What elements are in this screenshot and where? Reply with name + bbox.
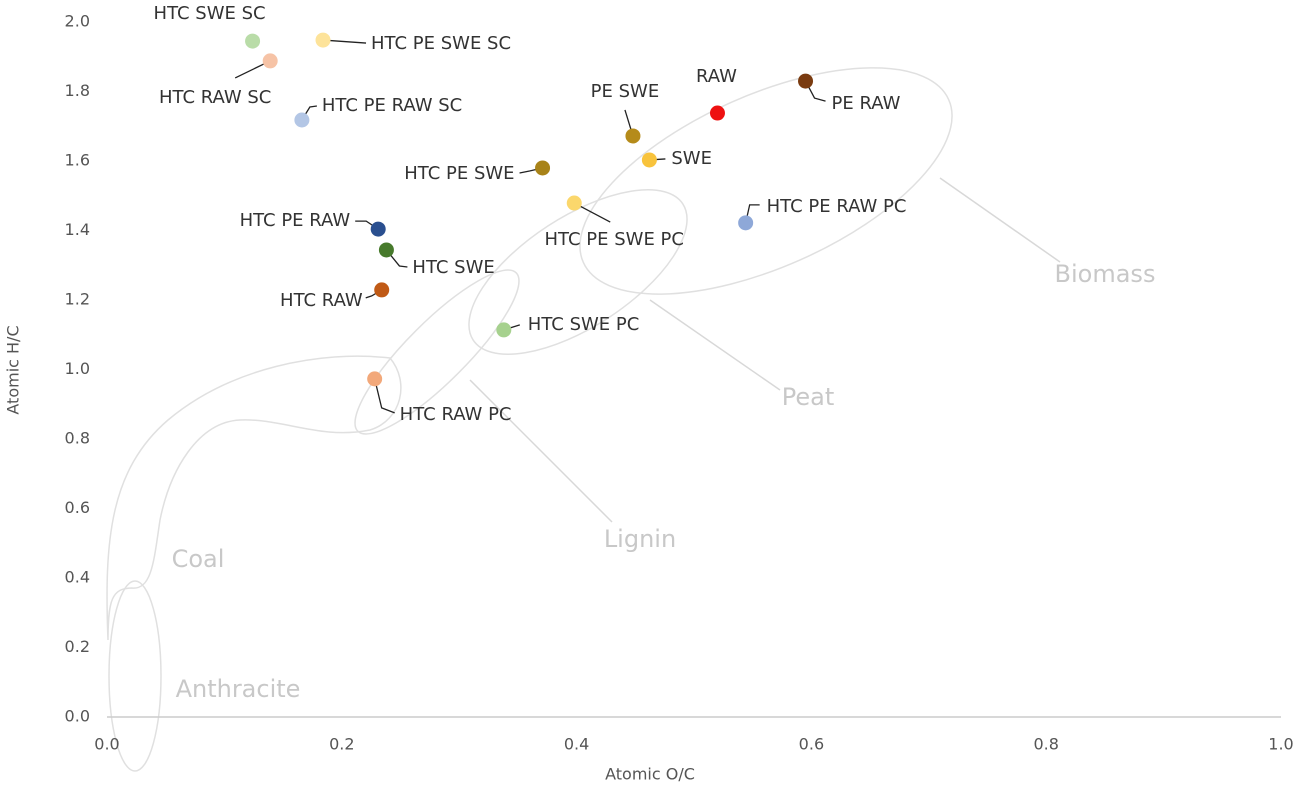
point bbox=[566, 195, 582, 211]
point-label: HTC SWE SC bbox=[154, 3, 266, 24]
point bbox=[370, 221, 386, 237]
x-tick-label: 0.0 bbox=[94, 735, 119, 754]
point bbox=[496, 322, 512, 338]
y-tick-label: 0.4 bbox=[65, 568, 90, 587]
point-label: HTC RAW SC bbox=[159, 87, 271, 108]
point bbox=[262, 53, 278, 69]
point-label: HTC RAW bbox=[280, 290, 363, 311]
y-tick-label: 0.8 bbox=[65, 429, 90, 448]
point bbox=[535, 160, 551, 176]
y-tick-label: 1.0 bbox=[65, 359, 90, 378]
point-label: HTC PE RAW bbox=[240, 210, 351, 231]
y-tick-label: 0.6 bbox=[65, 498, 90, 517]
region-leader bbox=[469, 379, 613, 523]
biomass-region bbox=[579, 67, 953, 295]
point-label: PE SWE bbox=[591, 81, 660, 102]
y-tick-label: 2.0 bbox=[65, 12, 90, 31]
point bbox=[625, 128, 641, 144]
point-label: HTC RAW PC bbox=[400, 404, 512, 425]
y-tick-label: 1.8 bbox=[65, 81, 90, 100]
point-label: RAW bbox=[696, 66, 737, 87]
region-label: Coal bbox=[172, 545, 225, 573]
point-label: HTC PE SWE PC bbox=[545, 229, 684, 250]
y-tick-label: 1.2 bbox=[65, 290, 90, 309]
y-tick-label: 0.0 bbox=[65, 707, 90, 726]
point bbox=[245, 33, 261, 49]
point bbox=[738, 215, 754, 231]
point-label: PE RAW bbox=[832, 93, 901, 114]
point bbox=[294, 112, 310, 128]
regions bbox=[106, 67, 1061, 772]
x-tick-label: 0.2 bbox=[329, 735, 354, 754]
y-tick-label: 1.6 bbox=[65, 151, 90, 170]
anthracite-region bbox=[108, 580, 162, 772]
x-tick-label: 0.8 bbox=[1033, 735, 1058, 754]
y-tick-label: 1.4 bbox=[65, 220, 90, 239]
region-leader bbox=[939, 177, 1061, 263]
x-axis-title: Atomic O/C bbox=[605, 765, 695, 784]
y-axis-title: Atomic H/C bbox=[4, 325, 23, 414]
x-tick-label: 0.6 bbox=[799, 735, 824, 754]
region-label: Biomass bbox=[1055, 260, 1156, 288]
point-label: HTC PE SWE SC bbox=[371, 33, 511, 54]
region-leader bbox=[649, 299, 781, 391]
point-label: HTC SWE PC bbox=[528, 314, 640, 335]
leader-line bbox=[374, 378, 395, 414]
point bbox=[367, 371, 383, 387]
point-label: HTC SWE bbox=[412, 257, 494, 278]
point bbox=[374, 282, 390, 298]
point bbox=[798, 73, 814, 89]
point-label: HTC PE RAW SC bbox=[322, 95, 462, 116]
point bbox=[315, 32, 331, 48]
point bbox=[378, 242, 394, 258]
point-label: HTC PE RAW PC bbox=[767, 196, 907, 217]
x-tick-label: 1.0 bbox=[1268, 735, 1293, 754]
region-label: Peat bbox=[782, 383, 835, 411]
point-label: HTC PE SWE bbox=[404, 163, 514, 184]
point bbox=[641, 152, 657, 168]
region-label: Anthracite bbox=[176, 675, 301, 703]
point bbox=[709, 105, 725, 121]
peat-region bbox=[468, 189, 688, 355]
y-tick-label: 0.2 bbox=[65, 637, 90, 656]
x-tick-label: 0.4 bbox=[564, 735, 589, 754]
point-label: SWE bbox=[671, 148, 712, 169]
coal-region bbox=[106, 355, 402, 641]
region-label: Lignin bbox=[604, 525, 676, 553]
